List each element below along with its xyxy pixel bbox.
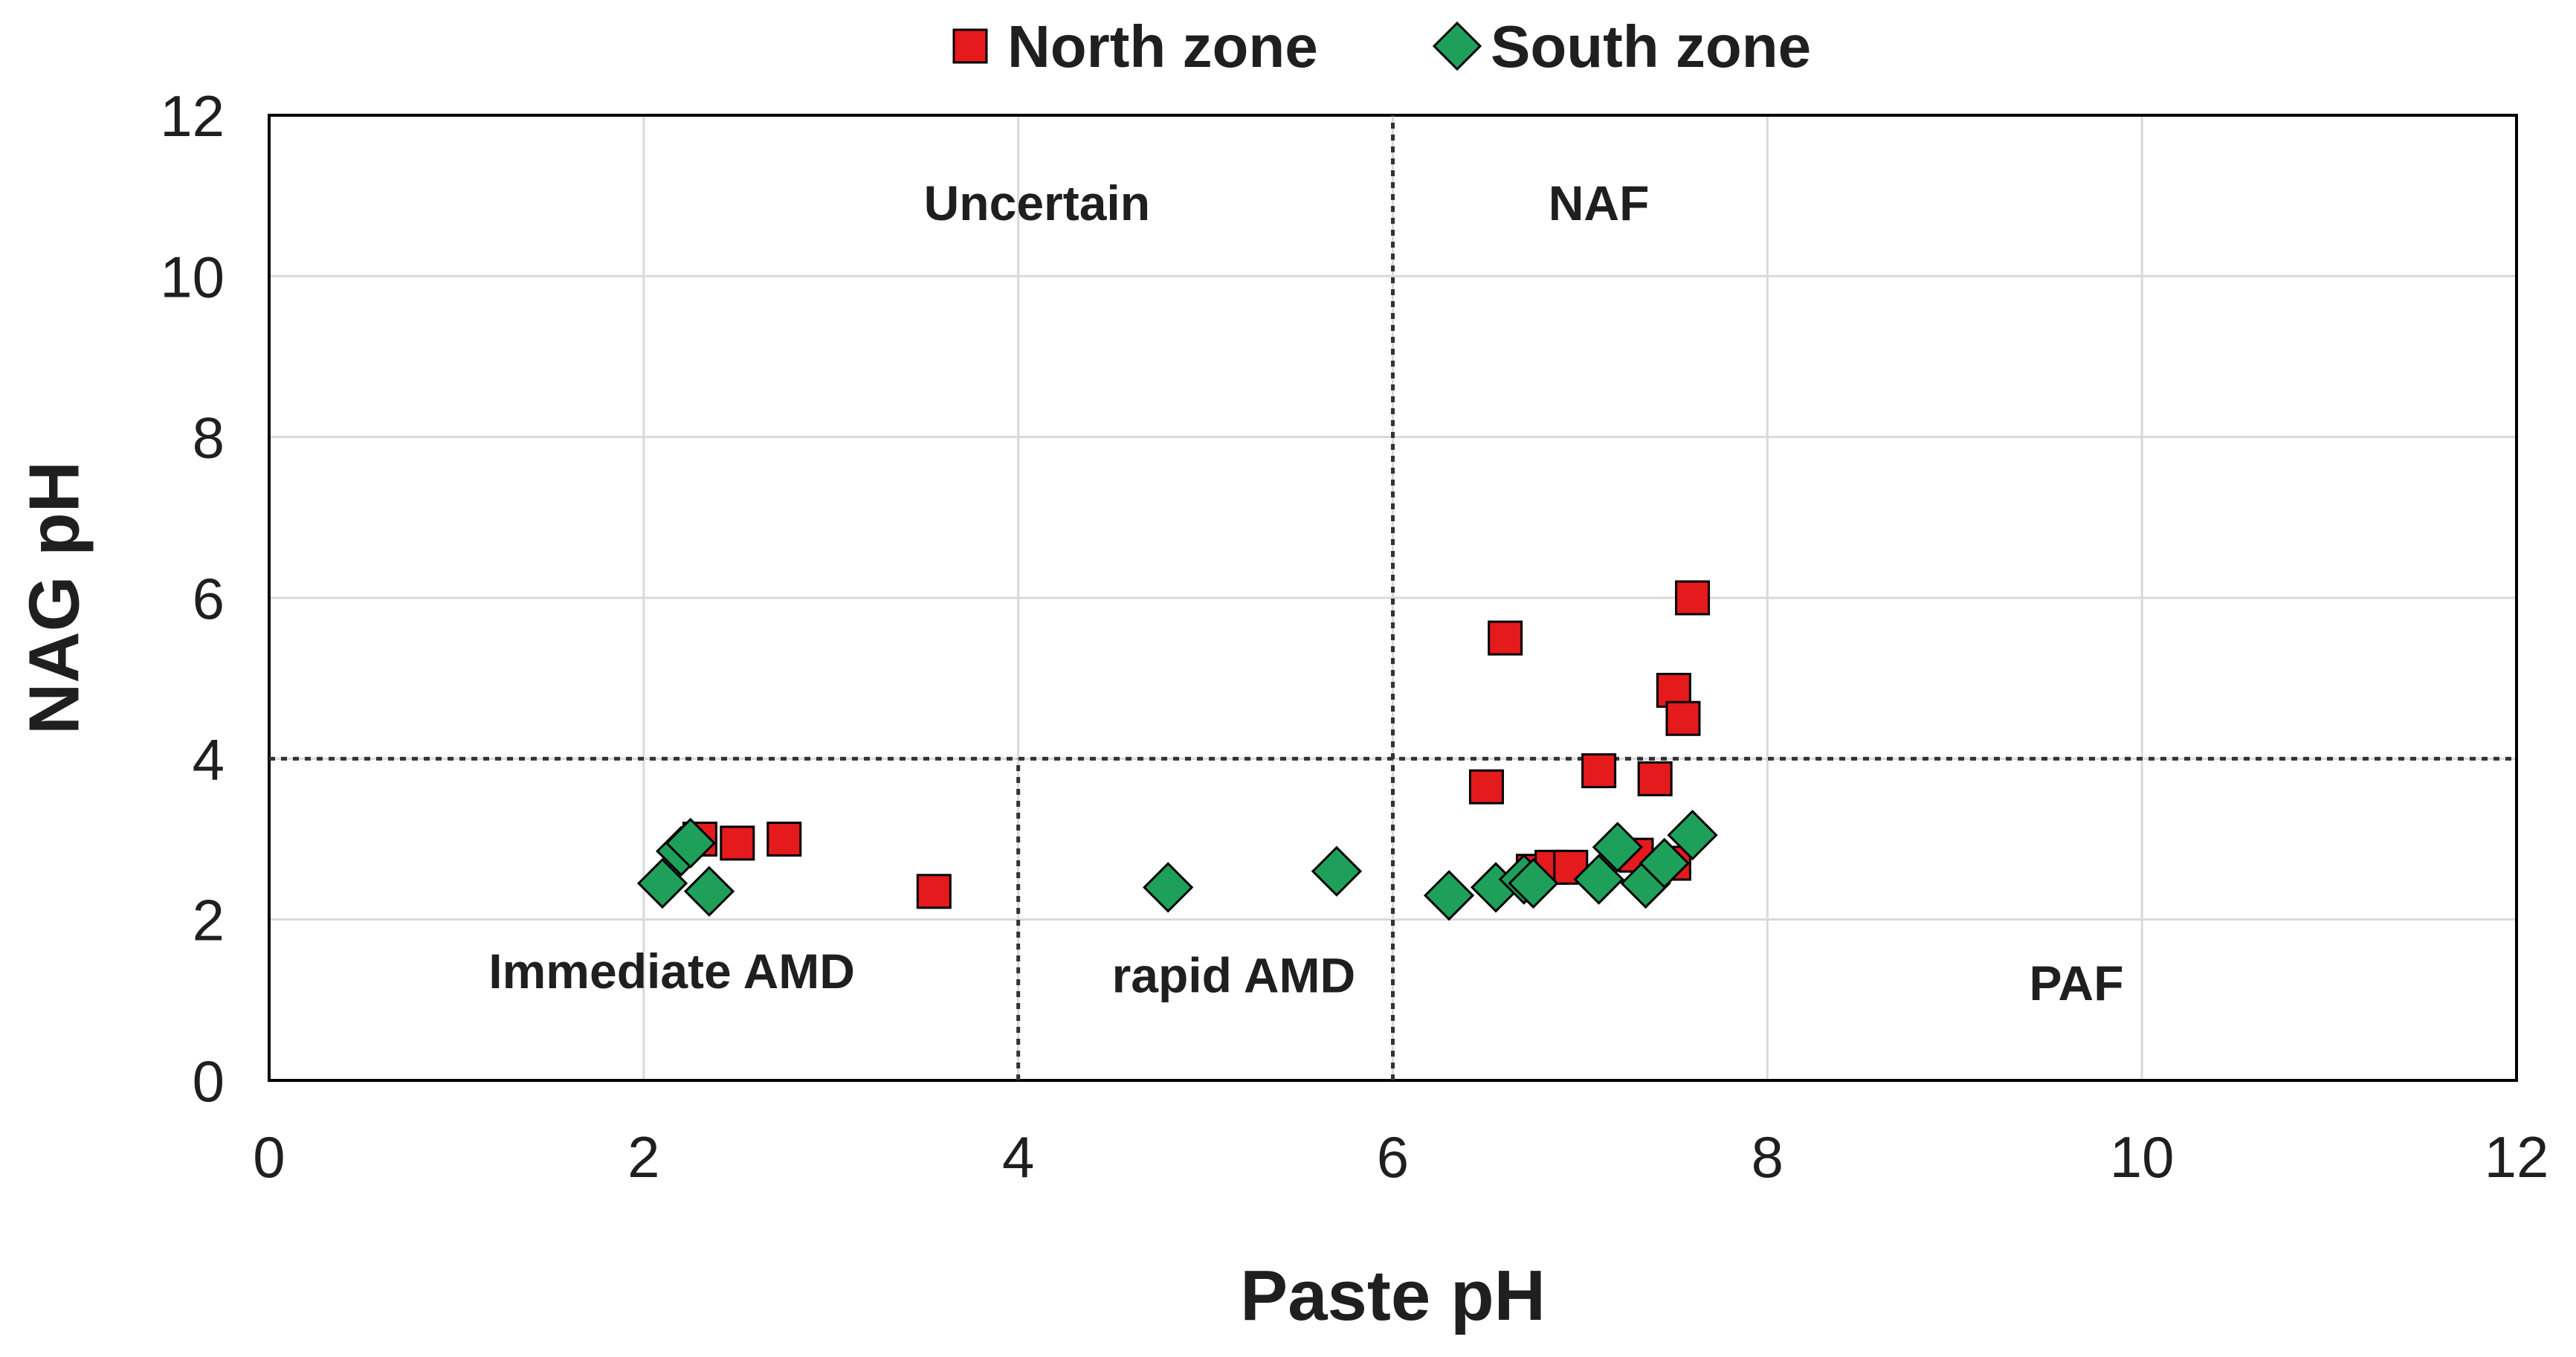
- legend-north-zone-square-icon: [952, 28, 988, 64]
- region-label-immediate-amd: Immediate AMD: [488, 944, 855, 999]
- legend-north-zone-label: North zone: [1007, 13, 1318, 80]
- y-tick-label-4: 4: [193, 726, 225, 792]
- region-label-paf: PAF: [2029, 955, 2123, 1011]
- north-zone-point-3: [766, 822, 802, 857]
- north-zone-point-10: [1581, 753, 1617, 789]
- south-zone-point-15: [1667, 809, 1718, 861]
- south-zone-point-5: [1143, 862, 1194, 913]
- x-axis-title: Paste pH: [1240, 1256, 1546, 1335]
- north-zone-point-16: [1675, 580, 1711, 616]
- north-zone-point-12: [1637, 761, 1673, 796]
- x-tick-label-8: 8: [1752, 1124, 1783, 1190]
- y-tick-label-0: 0: [193, 1048, 225, 1114]
- x-tick-label-2: 2: [627, 1124, 659, 1190]
- y-tick-label-2: 2: [193, 888, 225, 953]
- south-zone-point-10: [1508, 857, 1559, 909]
- region-label-naf: NAF: [1549, 175, 1650, 231]
- legend: North zone South zone: [952, 13, 1811, 80]
- x-tick-label-12: 12: [2485, 1124, 2549, 1190]
- y-tick-label-12: 12: [160, 83, 225, 149]
- north-zone-point-15: [1665, 700, 1701, 736]
- y-tick-label-10: 10: [160, 244, 225, 309]
- x-tick-label-10: 10: [2110, 1124, 2175, 1190]
- region-label-rapid-amd: rapid AMD: [1112, 947, 1356, 1002]
- y-tick-label-8: 8: [193, 405, 225, 471]
- axis-ticks: 0 2 4 6 8 10 12 0 2 4 6 8 10 12: [160, 83, 2548, 1190]
- south-zone-point-4: [683, 866, 735, 917]
- region-labels: Uncertain NAF Immediate AMD rapid AMD PAF: [488, 175, 2123, 1011]
- y-tick-label-6: 6: [193, 566, 225, 631]
- x-tick-label-6: 6: [1377, 1124, 1409, 1190]
- y-axis-title: NAG pH: [14, 461, 94, 735]
- north-zone-point-2: [720, 825, 755, 861]
- legend-south-zone-diamond-icon: [1432, 21, 1482, 71]
- north-zone-point-6: [1488, 620, 1523, 656]
- north-zone-point-4: [916, 874, 952, 909]
- region-label-uncertain: Uncertain: [924, 175, 1150, 231]
- legend-south-zone-label: South zone: [1491, 13, 1811, 80]
- reference-lines: [269, 115, 2517, 1080]
- south-zone-point-7: [1423, 870, 1475, 921]
- south-zone-point-3: [665, 817, 716, 869]
- x-tick-label-0: 0: [253, 1124, 285, 1190]
- south-zone-point-6: [1311, 845, 1363, 897]
- south-zone-point-1: [636, 857, 688, 909]
- north-zone-point-5: [1468, 769, 1504, 805]
- x-tick-label-4: 4: [1002, 1124, 1034, 1190]
- south-zone-point-12: [1592, 822, 1643, 873]
- data-points: [636, 580, 1718, 921]
- south-zone-point-11: [1573, 854, 1624, 905]
- south-zone-point-14: [1639, 837, 1690, 889]
